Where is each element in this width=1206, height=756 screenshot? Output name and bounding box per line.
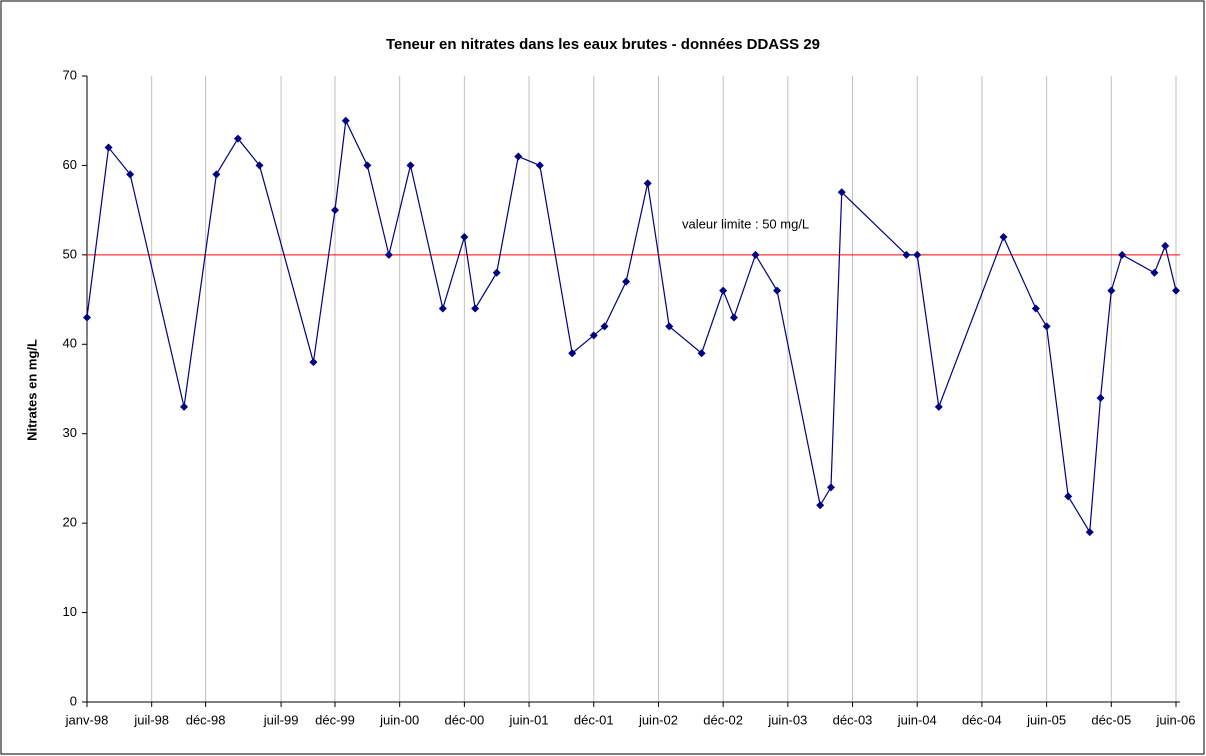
x-tick-label: juin-02 [638,712,678,727]
data-point [1150,268,1159,277]
data-point [665,322,674,331]
data-point [719,286,728,295]
data-point [1031,304,1040,313]
data-point [934,402,943,411]
x-tick-label: déc-03 [833,712,873,727]
x-tick-label: déc-98 [186,712,226,727]
data-point [492,268,501,277]
data-point [471,304,480,313]
data-point [589,331,598,340]
y-tick-label: 30 [63,425,77,440]
data-point [826,483,835,492]
y-tick-label: 20 [63,515,77,530]
chart-title: Teneur en nitrates dans les eaux brutes … [386,36,820,53]
data-point [330,206,339,215]
data-point [643,179,652,188]
data-point [1107,286,1116,295]
y-tick-label: 60 [63,157,77,172]
x-tick-label: juin-04 [897,712,937,727]
x-tick-label: déc-02 [703,712,743,727]
data-point [816,501,825,510]
data-point [902,250,911,259]
x-tick-label: juin-00 [379,712,419,727]
x-tick-label: juin-01 [509,712,549,727]
y-tick-label: 10 [63,604,77,619]
x-tick-label: déc-05 [1091,712,1131,727]
data-point [751,250,760,259]
x-tick-label: juil-99 [263,712,299,727]
x-tick-label: déc-04 [962,712,1002,727]
data-point [384,250,393,259]
reference-label: valeur limite : 50 mg/L [682,216,809,231]
data-point [1085,528,1094,537]
x-tick-label: juin-03 [767,712,807,727]
data-point [1118,250,1127,259]
data-point [999,232,1008,241]
y-tick-label: 40 [63,336,77,351]
data-point [514,152,523,161]
x-tick-label: déc-00 [445,712,485,727]
data-point [729,313,738,322]
plot-area [87,76,1180,702]
data-point [913,250,922,259]
data-point [600,322,609,331]
x-tick-label: déc-99 [315,712,355,727]
data-point [1042,322,1051,331]
x-tick-label: déc-01 [574,712,614,727]
y-tick-label: 70 [63,67,77,82]
y-axis-label: Nitrates en mg/L [24,339,39,441]
data-point [406,161,415,170]
data-point [535,161,544,170]
data-point [568,349,577,358]
data-point [233,134,242,143]
data-point [438,304,447,313]
data-point [180,402,189,411]
x-tick-label: juil-98 [133,712,169,727]
data-point [1096,393,1105,402]
data-point [622,277,631,286]
data-point [773,286,782,295]
data-point [460,232,469,241]
data-point [837,188,846,197]
data-point [212,170,221,179]
data-point [341,116,350,125]
data-point [1172,286,1180,295]
data-point [104,143,113,152]
data-point [1064,492,1073,501]
data-point [255,161,264,170]
data-point [83,313,91,322]
data-point [126,170,135,179]
data-point [697,349,706,358]
x-tick-label: juin-06 [1155,712,1195,727]
x-tick-label: juin-05 [1026,712,1066,727]
y-tick-label: 50 [63,246,77,261]
data-point [363,161,372,170]
y-tick-label: 0 [70,693,77,708]
x-tick-label: janv-98 [65,712,109,727]
data-point [309,358,318,367]
data-point [1161,241,1170,250]
